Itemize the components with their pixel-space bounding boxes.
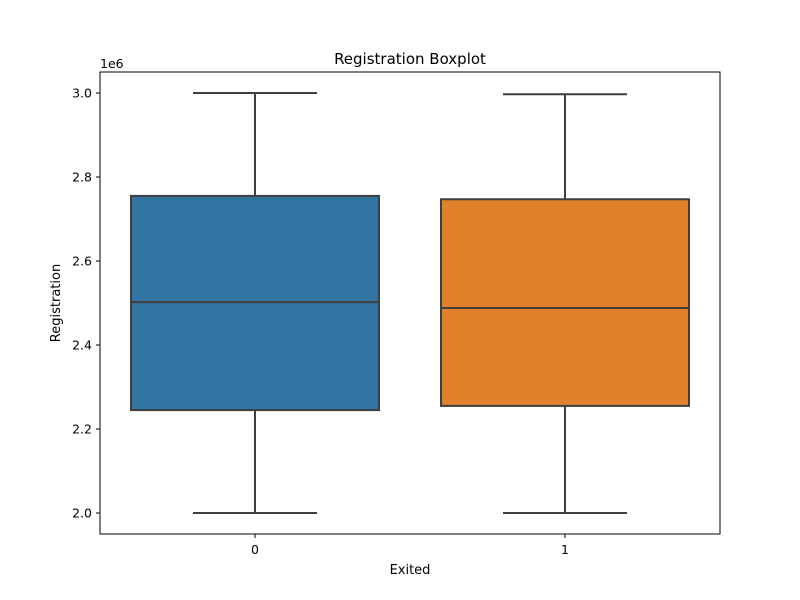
- y-offset-label: 1e6: [100, 56, 124, 71]
- y-tick-label: 2.4: [72, 338, 92, 353]
- y-axis-label: Registration: [49, 264, 64, 342]
- y-tick-label: 2.0: [72, 506, 92, 521]
- x-tick-label: 0: [251, 542, 259, 557]
- plot-frame: [99, 71, 721, 535]
- chart-title: Registration Boxplot: [334, 50, 486, 68]
- y-tick-label: 3.0: [72, 86, 92, 101]
- y-tick-label: 2.6: [72, 254, 92, 269]
- plot-area: 2.0 2.2 2.4 2.6 2.8 3.0 0 1: [72, 86, 690, 557]
- x-tick-label: 1: [561, 542, 569, 557]
- y-tick-label: 2.8: [72, 170, 92, 185]
- y-tick-label: 2.2: [72, 422, 92, 437]
- x-axis-label: Exited: [390, 563, 431, 578]
- box-1: [440, 198, 690, 407]
